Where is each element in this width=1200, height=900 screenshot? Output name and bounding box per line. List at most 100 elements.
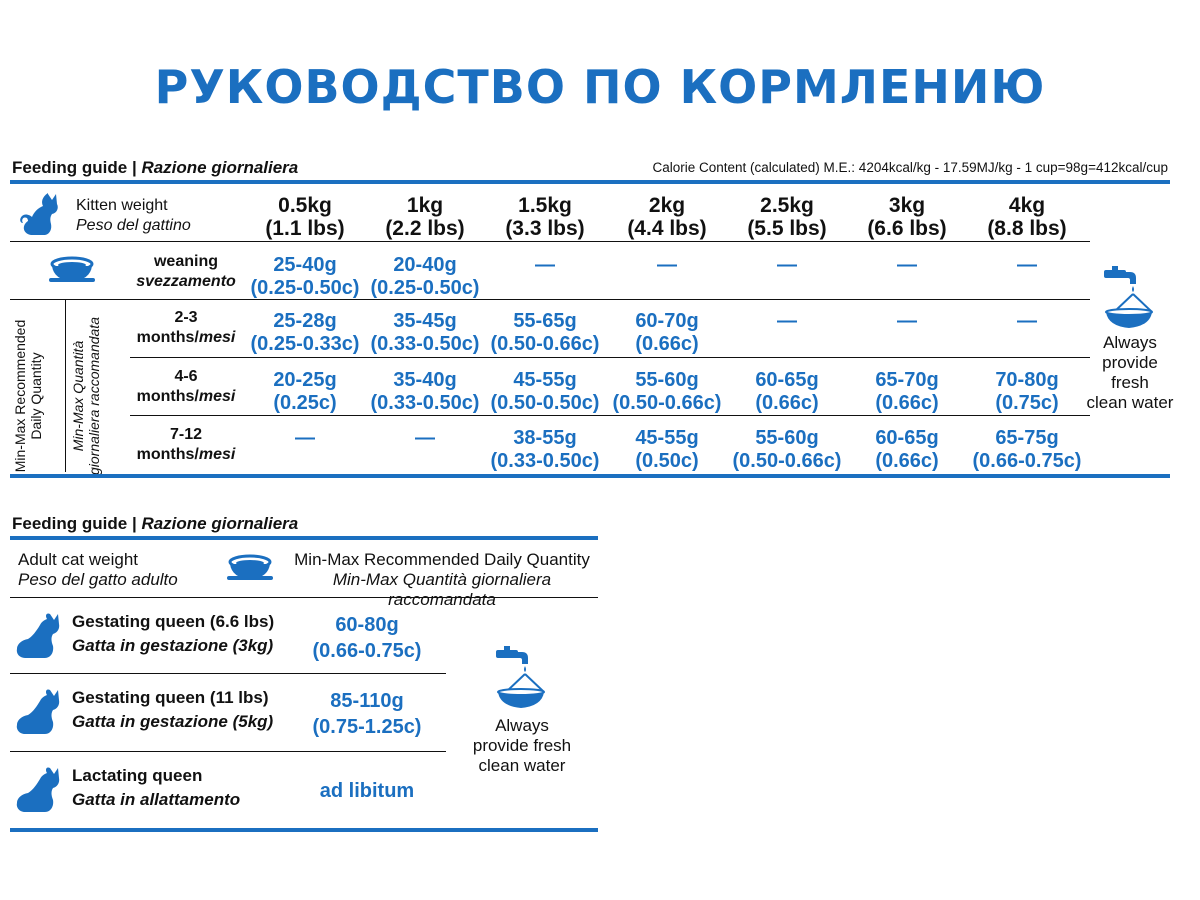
cell-cups: (0.75c) [995, 392, 1059, 414]
kitten-cell: 70-80g (0.75c) [968, 369, 1086, 415]
adult-qty-it: Min-Max Quantità giornaliera raccomandat… [332, 570, 552, 609]
row-label-months: months/ [136, 388, 199, 405]
kitten-weight-col: 0.5kg (1.1 lbs) [246, 194, 364, 240]
cell-grams: 38-55g [513, 427, 577, 449]
row-divider [10, 673, 446, 674]
cell-grams: 25-28g [273, 310, 337, 332]
header-en: Feeding guide [12, 158, 128, 177]
water-line-1: Always [1103, 333, 1157, 352]
cell-grams: — [897, 254, 917, 276]
cell-cups: (0.50-0.66c) [732, 450, 842, 472]
weight-lbs: (3.3 lbs) [505, 217, 585, 240]
kitten-cell: 55-60g (0.50-0.66c) [608, 369, 726, 415]
side-label-it-2: giornaliera raccomandata [86, 317, 102, 475]
kitten-weight-it: Peso del gattino [76, 217, 191, 234]
adult-weight-label: Adult cat weight Peso del gatto adulto [18, 550, 178, 590]
cell-grams: 20-25g [273, 369, 337, 391]
row-label-1: 4-6 [174, 368, 198, 385]
adult-row-name: Gestating queen (6.6 lbs) Gatta in gestaz… [72, 610, 274, 658]
adult-cups: (0.75-1.25c) [312, 716, 422, 738]
cell-cups: (0.50-0.66c) [612, 392, 722, 414]
cell-grams: 45-55g [513, 369, 577, 391]
kitten-cell: 35-40g (0.33-0.50c) [366, 369, 484, 415]
cell-cups: (0.33-0.50c) [370, 392, 480, 414]
adult-name-en: Lactating queen [72, 766, 203, 785]
side-label-en-2: Daily Quantity [28, 352, 44, 440]
row-label-2: months/mesi [128, 445, 244, 465]
adult-water-line-2: provide fresh [472, 736, 572, 755]
adult-name-it: Gatta in gestazione (5kg) [72, 712, 274, 731]
weight-kg: 1kg [406, 194, 444, 217]
row-label-2: months/mesi [128, 387, 244, 407]
kitten-table-header: Feeding guide | Razione giornaliera [12, 158, 298, 178]
kitten-cell: — [728, 310, 846, 333]
row-label-mesi: mesi [198, 388, 236, 405]
cat-icon [16, 767, 60, 812]
kitten-weight-col: 1.5kg (3.3 lbs) [486, 194, 604, 240]
weight-lbs: (4.4 lbs) [627, 217, 707, 240]
weight-lbs: (1.1 lbs) [265, 217, 345, 240]
water-note: Always provide fresh clean water [1082, 333, 1178, 413]
cell-grams: — [777, 310, 797, 332]
kitten-cell: 60-65g (0.66c) [848, 427, 966, 473]
cell-cups: (0.66c) [875, 450, 939, 472]
adult-name-en: Gestating queen (11 lbs) [72, 688, 269, 707]
weight-kg: 1.5kg [518, 194, 572, 217]
kitten-weight-col: 4kg (8.8 lbs) [968, 194, 1086, 240]
kitten-cell: — [968, 254, 1086, 277]
cell-grams: 55-65g [513, 310, 577, 332]
cat-icon [16, 689, 60, 734]
cell-grams: — [535, 254, 555, 276]
kitten-cell: 55-65g (0.50-0.66c) [486, 310, 604, 356]
kitten-cell: 20-25g (0.25c) [246, 369, 364, 415]
cell-cups: (0.50-0.66c) [490, 333, 600, 355]
kitten-cell: — [848, 254, 966, 277]
adult-name-it: Gatta in allattamento [72, 790, 241, 809]
cell-cups: (0.50-0.50c) [490, 392, 600, 414]
weight-kg: 2kg [648, 194, 686, 217]
cell-grams: 45-55g [635, 427, 699, 449]
header-it: Razione giornaliera [141, 158, 299, 177]
kitten-cell: 65-70g (0.66c) [848, 369, 966, 415]
weight-kg: 3kg [888, 194, 926, 217]
kitten-cell: 25-28g (0.25-0.33c) [246, 310, 364, 356]
adult-top-rule [10, 536, 598, 540]
side-label-en-1: Min-Max Recommended [12, 319, 28, 473]
food-bowl-icon [227, 554, 273, 580]
adult-qty-label: Min-Max Recommended Daily Quantity Min-M… [284, 550, 600, 610]
cell-grams: — [657, 254, 677, 276]
kitten-cell: 60-65g (0.66c) [728, 369, 846, 415]
kitten-cell: 45-55g (0.50c) [608, 427, 726, 473]
kitten-weight-col: 2.5kg (5.5 lbs) [728, 194, 846, 240]
kitten-weight-en: Kitten weight [76, 197, 168, 214]
kitten-row-label: weaning svezzamento [128, 252, 244, 292]
cell-cups: (0.33-0.50c) [490, 450, 600, 472]
adult-grams: ad libitum [319, 780, 415, 802]
top-rule [10, 180, 1170, 184]
water-line-2: provide fresh [1102, 353, 1158, 392]
cell-cups: (0.66c) [875, 392, 939, 414]
cell-cups: (0.66-0.75c) [972, 450, 1082, 472]
cell-grams: 70-80g [995, 369, 1059, 391]
weight-lbs: (5.5 lbs) [747, 217, 827, 240]
cell-grams: — [1017, 310, 1037, 332]
weight-lbs: (8.8 lbs) [987, 217, 1067, 240]
cell-grams: — [415, 427, 435, 449]
row-label-months: months/ [136, 329, 199, 346]
adult-row-name: Gestating queen (11 lbs) Gatta in gestazi… [72, 686, 273, 734]
kitten-cell: — [486, 254, 604, 277]
cell-grams: 60-65g [875, 427, 939, 449]
adult-grams: 60-80g [335, 614, 399, 636]
page-title: РУКОВОДСТВО ПО КОРМЛЕНИЮ [154, 60, 1046, 114]
adult-row-value: 85-110g (0.75-1.25c) [294, 688, 440, 740]
row-label-1: 2-3 [174, 309, 198, 326]
cell-grams: 35-40g [393, 369, 457, 391]
adult-header-sep: | [127, 514, 142, 533]
weight-lbs: (2.2 lbs) [385, 217, 465, 240]
kitten-cell: — [848, 310, 966, 333]
row-label-months: months/ [136, 446, 199, 463]
side-label-en: Min-Max Recommended Daily Quantity [12, 306, 44, 486]
kitten-cell: 65-75g (0.66-0.75c) [968, 427, 1086, 473]
cat-icon [20, 193, 58, 235]
food-bowl-icon [49, 256, 95, 282]
